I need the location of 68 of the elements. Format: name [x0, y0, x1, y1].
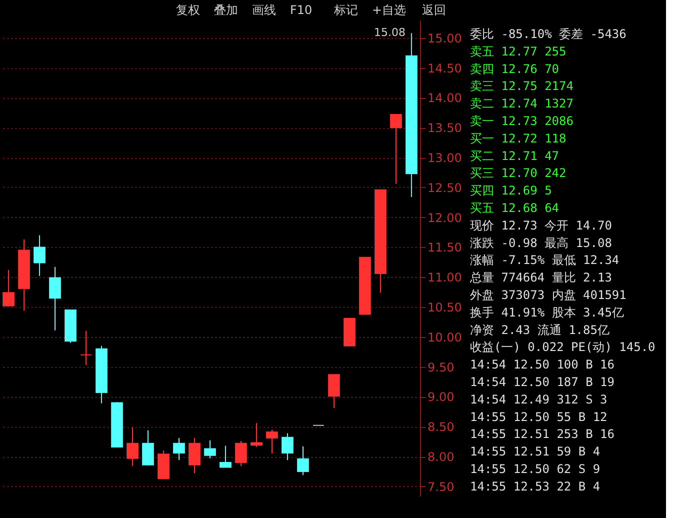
candlestick	[282, 432, 294, 461]
text: +自选	[372, 3, 406, 17]
text: 14:55 12.50 55 B 12	[470, 410, 608, 424]
text: 收益(一) 0.022 PE(动) 145.0	[470, 340, 656, 354]
text: 卖五 12.77 255	[470, 44, 566, 58]
candlestick	[266, 429, 278, 454]
text: 买一 12.72 118	[470, 131, 566, 146]
y-tick-label: 15.00	[428, 31, 462, 46]
text: 卖四 12.76 70	[470, 62, 560, 76]
text: 14:55 12.53 22 B 4	[470, 479, 600, 494]
candlestick	[126, 426, 138, 467]
candlestick	[235, 440, 247, 467]
y-tick-label: 10.00	[428, 330, 462, 344]
text: 返回	[422, 3, 446, 17]
text: 14:55 12.50 62 S 9	[470, 462, 600, 476]
text: 卖三 12.75 2174	[470, 79, 574, 94]
y-tick-label: 13.00	[428, 151, 462, 166]
candlestick	[173, 437, 185, 461]
text: 买二 12.71 47	[470, 148, 560, 163]
y-tick-label: 8.50	[428, 420, 454, 434]
text: 卖二 12.74 1327	[470, 96, 574, 111]
y-tick-label: 11.00	[428, 270, 462, 285]
text: 14:55 12.51 59 B 4	[470, 444, 600, 459]
text: 卖一 12.73 2086	[470, 114, 574, 128]
candlestick	[390, 114, 402, 184]
y-tick-label: 8.00	[428, 450, 454, 464]
annotation: 15.08	[374, 26, 406, 40]
candlestick	[80, 330, 92, 366]
candlestick	[204, 440, 216, 459]
y-tick-label: 11.50	[428, 240, 462, 255]
candlestick	[328, 374, 340, 409]
candlestick	[250, 422, 262, 448]
text: 14:54 12.50 187 B 19	[470, 375, 614, 389]
text: 14:54 12.49 312 S 3	[470, 392, 608, 406]
y-tick-label: 13.50	[428, 121, 462, 136]
candlestick	[188, 437, 200, 474]
text: 叠加	[214, 3, 238, 17]
text: 换手 41.91% 股本 3.45亿	[470, 305, 624, 320]
text: 总量 774664 量比 2.13	[469, 270, 612, 285]
y-tick-label: 7.50	[428, 480, 454, 494]
text: 买五 12.68 64	[470, 201, 560, 215]
text: 委比 -85.10% 委差 -5436	[470, 27, 626, 41]
text: 净资 2.43 流通 1.85亿	[470, 322, 610, 337]
text: 14:54 12.50 100 B 16	[470, 358, 614, 372]
y-tick-label: 12.50	[428, 180, 462, 195]
text: 14:55 12.51 253 B 16	[470, 427, 614, 442]
candlestick	[142, 430, 154, 466]
text: 现价 12.73 今开 14.70	[470, 218, 612, 232]
candlestick	[49, 266, 61, 331]
candlestick	[34, 234, 46, 276]
text: 外盘 373073 内盘 401591	[470, 288, 626, 302]
y-tick-label: 14.00	[428, 91, 462, 106]
y-tick-label: 9.00	[428, 390, 454, 404]
y-tick-label: 14.50	[428, 61, 462, 76]
y-tick-label: 12.00	[428, 210, 462, 225]
text: F10	[290, 3, 312, 17]
text: 涨幅 -7.15% 最低 12.34	[470, 253, 620, 268]
y-tick-label: 10.50	[428, 300, 462, 315]
text: 复权	[176, 3, 200, 17]
candlestick	[2, 269, 14, 306]
y-tick-label: 9.50	[428, 360, 454, 374]
candlestick	[297, 446, 309, 476]
text: 买三 12.70 242	[470, 166, 566, 180]
candlestick	[220, 445, 232, 468]
text: 买四 12.69 5	[470, 184, 552, 198]
text: 标记	[333, 3, 358, 17]
text: 画线	[252, 3, 276, 17]
text: 涨跌 -0.98 最高 15.08	[470, 236, 612, 250]
